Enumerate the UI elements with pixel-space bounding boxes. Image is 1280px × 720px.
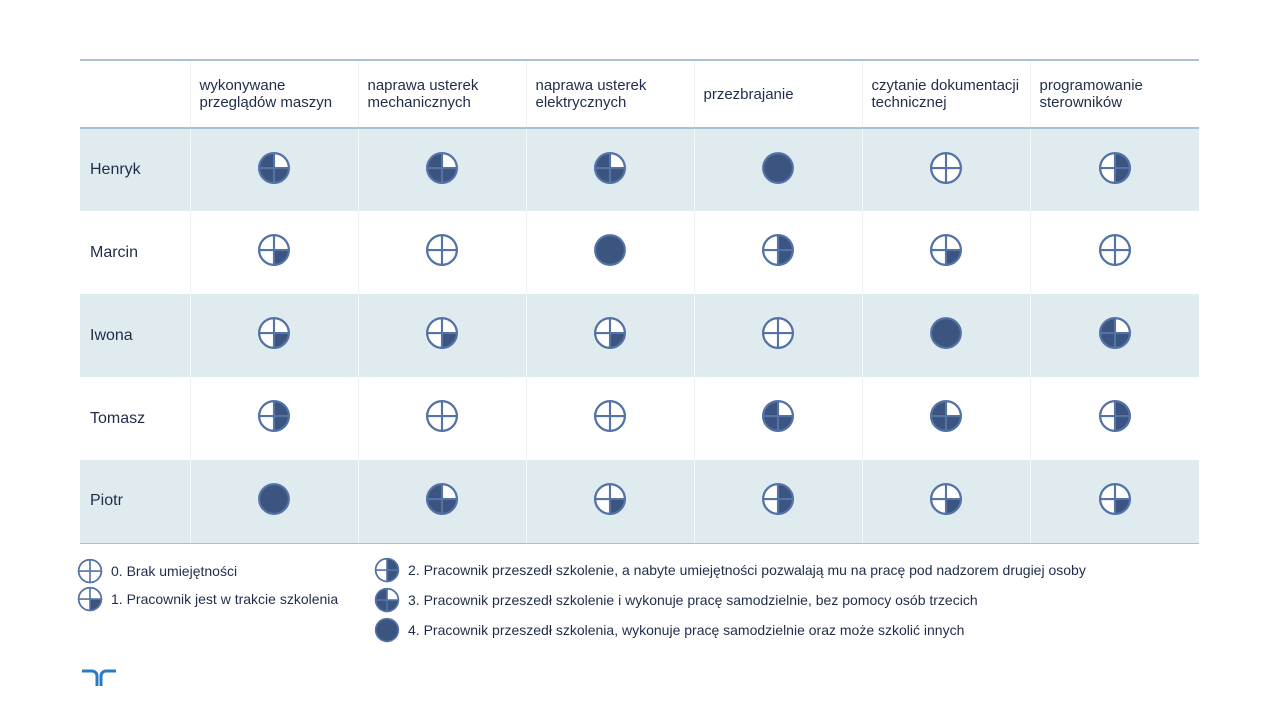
skill-level-icon [1098,233,1132,267]
skill-cell [1029,294,1199,377]
skill-level-icon [257,482,291,516]
skill-cell [357,377,526,460]
skill-level-icon [257,233,291,267]
skill-level-icon [257,316,291,350]
employee-name: Marcin [90,243,139,261]
skill-level-icon [593,482,627,516]
skill-cell [525,460,694,544]
column-header: naprawa usterek mechanicznych [357,59,526,129]
legend-text: 2. Pracownik przeszedł szkolenie, a naby… [408,562,1086,578]
skill-cell [861,460,1030,544]
skill-level-icon [593,151,627,185]
employee-name: Henryk [90,161,141,178]
skill-level-2-icon [374,557,400,583]
skill-level-icon [425,316,459,350]
skill-level-icon [593,316,627,350]
skill-level-icon [761,233,795,267]
column-header: przezbrajanie [693,59,862,129]
legend-item-level-1: 1. Pracownik jest w trakcie szkolenia [77,586,338,612]
legend-text: 1. Pracownik jest w trakcie szkolenia [111,591,339,607]
skill-level-icon [593,233,627,267]
skill-cell [525,211,694,294]
employee-name: Iwona [90,326,133,344]
skill-cell [1029,211,1199,294]
table-row: Tomasz [80,377,1199,460]
skill-cell [189,377,358,460]
skill-cell [861,211,1030,294]
skill-level-icon [929,399,963,433]
skill-level-1-icon [77,586,103,612]
table-row: Marcin [80,211,1199,294]
skill-level-3-icon [374,587,400,613]
skill-cell [525,377,694,460]
skill-cell [693,211,862,294]
skill-level-icon [425,233,459,267]
skill-cell [525,294,694,377]
skill-cell [1029,128,1199,211]
header-row: wykonywane przeglądów maszyn naprawa ust… [80,59,1199,129]
skill-level-icon [1098,316,1132,350]
skill-level-icon [761,482,795,516]
skill-cell [861,294,1030,377]
skill-level-4-icon [374,617,400,643]
skill-cell [189,128,358,211]
randstad-logo-icon [82,669,116,686]
legend-item-level-3: 3. Pracownik przeszedł szkolenie i wykon… [374,587,978,613]
skill-cell [693,460,862,544]
header-corner [80,59,190,129]
skill-cell [189,294,358,377]
skill-level-icon [929,316,963,350]
employee-name: Piotr [80,460,190,544]
column-header: programowanie sterowników [1029,59,1199,129]
skill-cell [861,377,1030,460]
skill-cell [357,294,526,377]
skill-cell [693,294,862,377]
skill-level-icon [257,151,291,185]
skill-cell [357,460,526,544]
legend-item-level-2: 2. Pracownik przeszedł szkolenie, a naby… [374,557,1086,583]
skill-cell [525,128,694,211]
skill-cell [693,128,862,211]
skill-level-icon [1098,151,1132,185]
skill-level-icon [425,151,459,185]
skill-cell [861,128,1030,211]
table-row: Piotr [80,460,1199,544]
skill-level-icon [425,399,459,433]
skill-level-icon [425,482,459,516]
legend-text: 4. Pracownik przeszedł szkolenia, wykonu… [408,622,965,638]
skills-matrix: wykonywane przeglądów maszyn naprawa ust… [80,59,1199,544]
skill-level-icon [593,399,627,433]
skill-cell [357,128,526,211]
skill-cell [189,211,358,294]
column-header: naprawa usterek elektrycznych [525,59,694,129]
employee-name: Tomasz [90,409,146,427]
skill-level-icon [929,233,963,267]
skill-level-icon [761,151,795,185]
column-header: czytanie dokumentacji technicznej [861,59,1030,129]
skill-cell [1029,377,1199,460]
skill-cell [1029,460,1199,544]
skill-level-icon [257,399,291,433]
column-header: wykonywane przeglądów maszyn [189,59,358,129]
skill-cell [693,377,862,460]
skill-level-0-icon [77,558,103,584]
skill-level-icon [929,482,963,516]
table-row: Henryk [80,128,1199,211]
legend-text: 0. Brak umiejętności [111,563,238,579]
skill-level-icon [761,399,795,433]
legend-item-level-4: 4. Pracownik przeszedł szkolenia, wykonu… [374,617,964,643]
legend-text: 3. Pracownik przeszedł szkolenie i wykon… [408,592,978,608]
skill-level-icon [761,316,795,350]
legend-item-level-0: 0. Brak umiejętności [77,558,237,584]
skill-level-icon [1098,399,1132,433]
skill-cell [189,460,358,544]
skill-level-icon [929,151,963,185]
skill-cell [357,211,526,294]
skill-level-icon [1098,482,1132,516]
table-row: Iwona [80,294,1199,377]
